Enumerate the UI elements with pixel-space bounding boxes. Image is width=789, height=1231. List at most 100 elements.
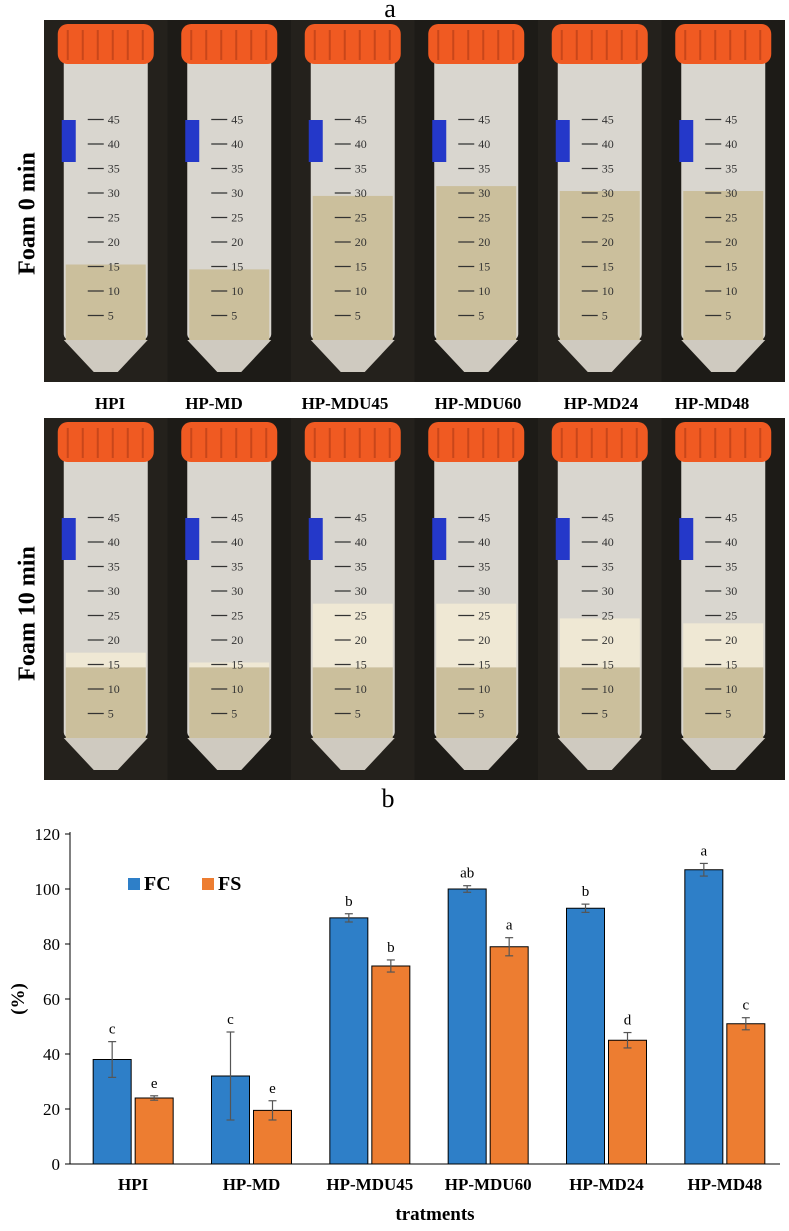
graduation-label: 15 [231,260,243,274]
graduation-label: 40 [355,535,367,549]
graduation-label: 40 [478,535,490,549]
tube-cap [181,24,278,64]
y-tick-label: 100 [35,880,61,899]
fc-bar [566,907,605,1165]
tube-cap [57,422,154,462]
fs-bar [726,1023,766,1165]
photo-row-foam-10: 45 40 35 30 25 20 15 10 5 45 40 35 30 25 20 15 10 5 45 40 35… [44,418,785,780]
graduation-label: 5 [478,309,484,323]
tube-bottom [187,340,272,372]
graduation-label: 45 [355,511,367,525]
graduation-label: 45 [108,113,120,127]
graduation-label: 5 [355,309,361,323]
tube-cap [57,24,154,64]
y-tick-label: 120 [35,825,61,844]
graduation-label: 35 [725,162,737,176]
graduation-label: 45 [355,113,367,127]
graduation-label: 25 [725,609,737,623]
graduation-label: 25 [602,211,614,225]
graduation-label: 5 [108,707,114,721]
graduation-label: 25 [602,609,614,623]
tube-cap [304,24,401,64]
graduation-label: 30 [478,584,490,598]
graduation-label: 15 [602,260,614,274]
liquid-layer [683,667,764,738]
x-tick-label: HP-MD48 [688,1175,763,1194]
tube-cap [675,422,772,462]
graduation-label: 5 [602,309,608,323]
significance-letter: c [109,1022,116,1038]
liquid-layer [189,667,270,738]
liquid-layer [312,667,393,738]
graduation-label: 20 [355,633,367,647]
x-tick-label: HPI [118,1175,149,1194]
graduation-label: 35 [355,162,367,176]
graduation-label: 45 [602,511,614,525]
y-tick-label: 60 [43,990,60,1009]
graduation-label: 20 [602,633,614,647]
graduation-label: 5 [108,309,114,323]
graduation-label: 5 [231,707,237,721]
graduation-label: 20 [231,633,243,647]
x-tick-label: HP-MD [223,1175,281,1194]
x-axis-label: tratments [395,1204,474,1222]
fs-bar [608,1039,647,1165]
graduation-label: 30 [602,584,614,598]
significance-letter: c [742,998,749,1014]
legend-label: FS [218,873,241,895]
graduation-label: 40 [725,535,737,549]
graduation-label: 25 [478,211,490,225]
graduation-label: 25 [355,609,367,623]
label-tape [555,518,570,560]
graduation-label: 20 [602,235,614,249]
panel-b-label: b [381,784,395,813]
graduation-label: 30 [602,186,614,200]
graduation-label: 20 [108,633,120,647]
liquid-layer [436,186,517,340]
graduation-label: 5 [725,707,731,721]
graduation-label: 35 [355,560,367,574]
graduation-label: 30 [231,584,243,598]
tube-label: HP-MDU60 [434,394,522,413]
graduation-label: 35 [602,162,614,176]
graduation-label: 20 [725,633,737,647]
graduation-label: 20 [355,235,367,249]
liquid-layer [559,667,640,738]
graduation-label: 10 [602,682,614,696]
graduation-label: 5 [355,707,361,721]
graduation-label: 35 [231,162,243,176]
tubes-row1-image: 45 40 35 30 25 20 15 10 5 45 40 35 30 25 20 15 10 5 45 40 35… [44,20,785,382]
graduation-label: 15 [478,260,490,274]
tube-label: HP-MD24 [563,394,639,413]
y-axis-label: (%) [8,983,29,1015]
tube-label: HP-MD48 [674,394,750,413]
graduation-label: 10 [231,682,243,696]
graduation-label: 10 [478,284,490,298]
fs-bar [134,1097,174,1165]
label-tape [308,518,323,560]
tube-cap [428,422,525,462]
graduation-label: 15 [725,260,737,274]
graduation-label: 10 [108,284,120,298]
graduation-label: 10 [602,284,614,298]
liquid-layer [189,269,270,340]
graduation-label: 20 [478,235,490,249]
liquid-layer [312,195,393,340]
graduation-label: 15 [108,658,120,672]
graduation-label: 45 [602,113,614,127]
graduation-label: 15 [108,260,120,274]
tube-bottom [557,340,642,372]
tube-label: HP-MD [185,394,243,413]
graduation-label: 5 [725,309,731,323]
legend-swatch [128,878,140,890]
label-tape [679,518,694,560]
graduation-label: 35 [108,560,120,574]
legend-swatch [202,878,214,890]
graduation-label: 30 [725,186,737,200]
tube-bottom [681,738,766,770]
significance-letter: e [151,1076,158,1092]
graduation-label: 35 [231,560,243,574]
y-tick-label: 20 [43,1100,60,1119]
foam-layer [312,603,393,668]
graduation-label: 35 [108,162,120,176]
